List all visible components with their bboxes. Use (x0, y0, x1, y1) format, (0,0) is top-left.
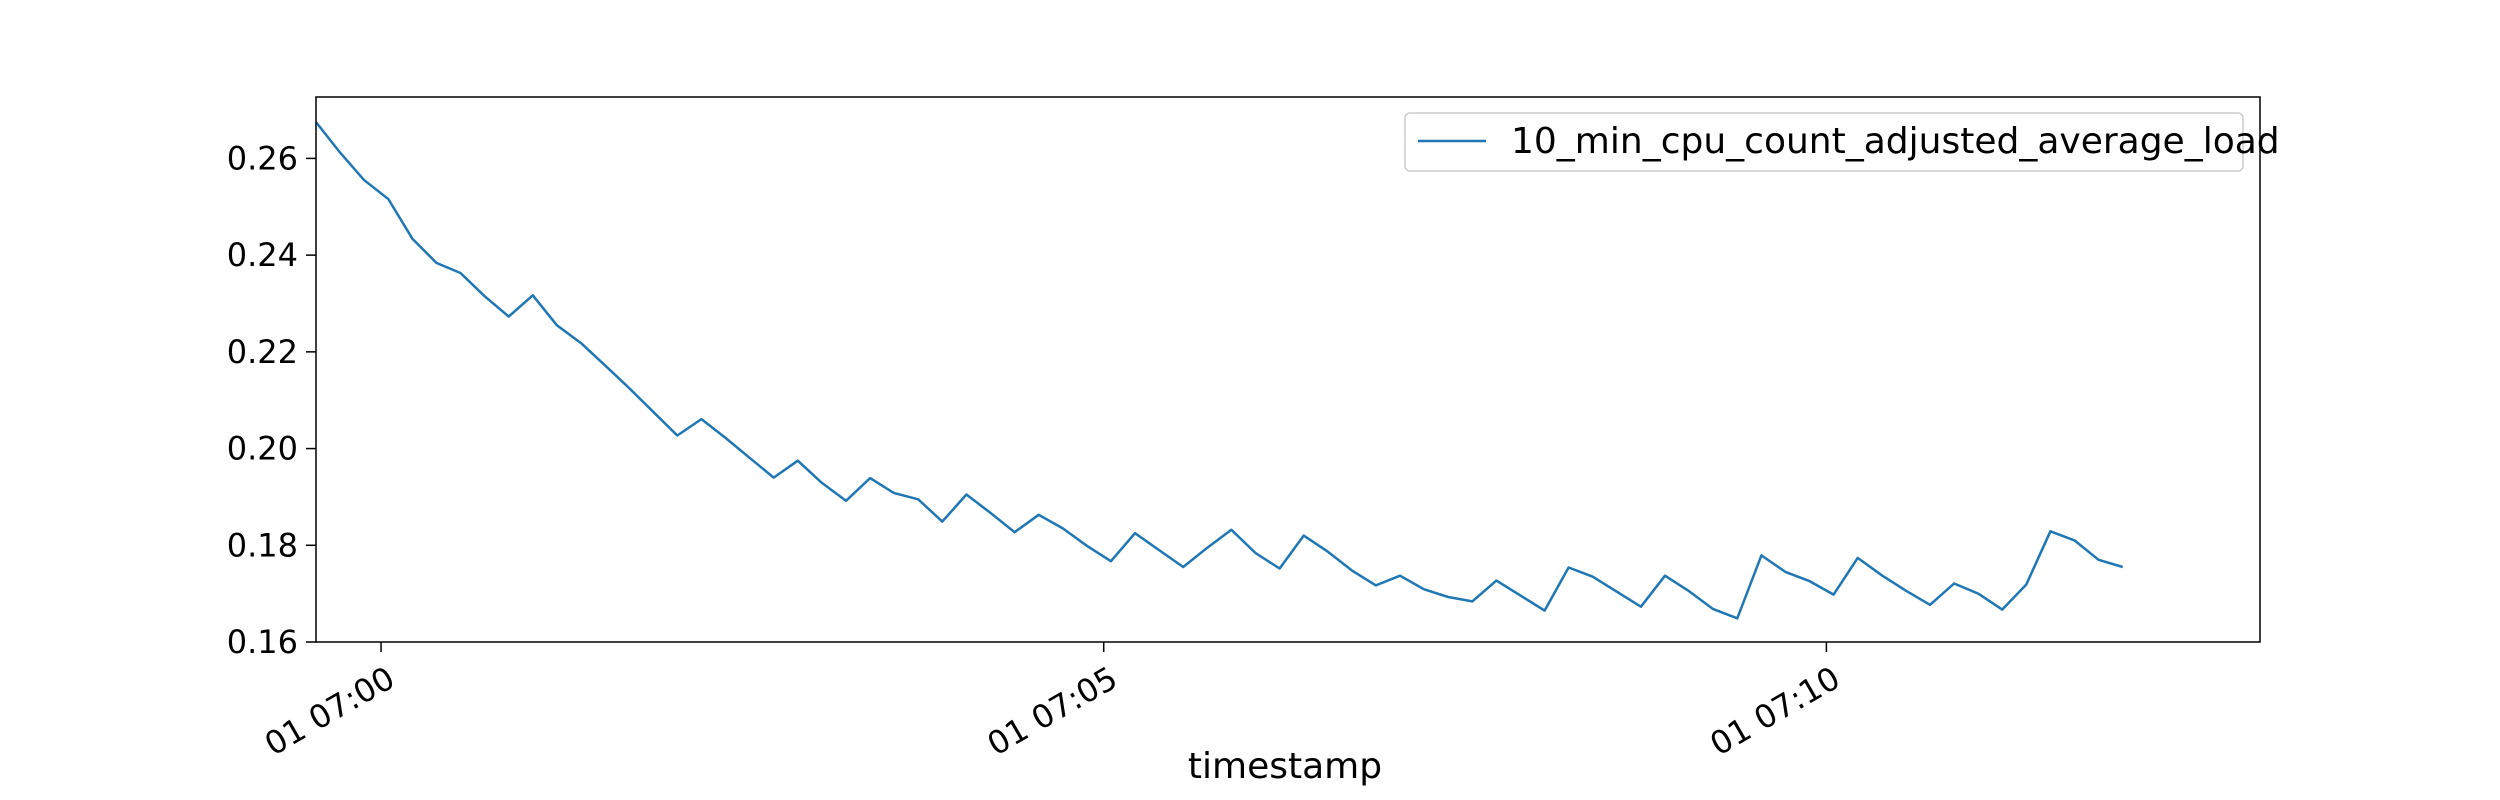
plot-series (315, 121, 2124, 620)
x-axis-ticks: 01 07:00 01 07:05 01 07:10 (258, 642, 1846, 763)
legend: 10_min_cpu_count_adjusted_average_load (1404, 112, 2280, 172)
x-tick-label: 01 07:00 (258, 659, 401, 763)
y-tick-label: 0.26 (227, 139, 298, 177)
y-axis-ticks: 0.16 0.18 0.20 0.22 0.24 0.26 (227, 139, 316, 661)
y-tick-label: 0.16 (227, 623, 298, 661)
y-tick-label: 0.20 (227, 430, 298, 468)
legend-label: 10_min_cpu_count_adjusted_average_load (1511, 121, 2280, 162)
y-tick-label: 0.24 (227, 236, 298, 274)
x-tick-label: 01 07:05 (981, 659, 1124, 763)
series-line (315, 121, 2124, 620)
legend-box (1404, 112, 2244, 172)
y-tick-label: 0.22 (227, 333, 298, 371)
x-tick-label: 01 07:10 (1703, 659, 1846, 763)
plot-frame (315, 96, 2261, 643)
y-tick-label: 0.18 (227, 526, 298, 564)
x-axis-title: timestamp (1188, 746, 1382, 787)
